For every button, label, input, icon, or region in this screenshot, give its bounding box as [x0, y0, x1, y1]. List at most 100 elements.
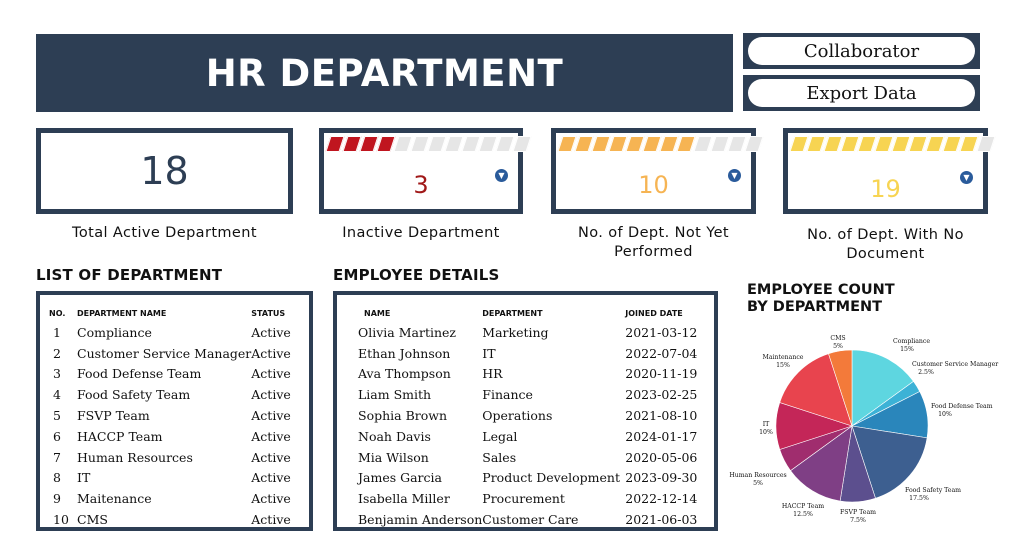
slice-name-label: Human Resources	[729, 472, 786, 479]
meter-segment-empty	[444, 136, 464, 152]
kpi-label: No. of Dept. With No Document	[807, 227, 964, 262]
kpi-card-no-document: ▼ 19	[783, 128, 996, 214]
slice-name-label: Food Defense Team	[931, 403, 993, 410]
chevron-down-icon[interactable]: ▼	[728, 169, 741, 182]
kpi-card-not-performed: ▼ 10	[551, 128, 764, 214]
progress-meter	[557, 136, 764, 152]
pie-slice-cms[interactable]	[828, 349, 853, 427]
table-row[interactable]: Sophia Brown Operations 2021-08-10	[354, 405, 714, 426]
table-row[interactable]: 8 IT Active	[49, 468, 309, 489]
slice-name-label: Compliance	[893, 338, 930, 345]
slice-percent-label: 10%	[938, 411, 952, 418]
table-row[interactable]: 3 Food Defense Team Active	[49, 364, 309, 385]
cell-number: 5	[53, 408, 61, 424]
table-row[interactable]: Ethan Johnson IT 2022-07-04	[354, 343, 714, 364]
cell-department: Operations	[482, 408, 553, 424]
cell-department-name: CMS	[77, 512, 108, 528]
cell-status: Active	[251, 408, 291, 424]
cell-department-name: Compliance	[77, 324, 152, 340]
slice-name-label: HACCP Team	[782, 503, 824, 510]
cell-number: 8	[53, 470, 61, 486]
employee-details-title: EMPLOYEE DETAILS	[333, 266, 500, 284]
meter-segment-filled	[925, 136, 945, 152]
chevron-down-icon[interactable]: ▼	[960, 171, 973, 184]
table-row[interactable]: 2 Customer Service Manager Active	[49, 343, 309, 364]
table-row[interactable]: Isabella Miller Procurement 2022-12-14	[354, 488, 714, 509]
table-row[interactable]: Mia Wilson Sales 2020-05-06	[354, 447, 714, 468]
meter-segment-filled	[659, 136, 679, 152]
meter-segment-empty	[976, 136, 996, 152]
column-header-name: NAME	[364, 308, 391, 318]
meter-segment-empty	[693, 136, 713, 152]
cell-department-name: Food Defense Team	[77, 366, 202, 382]
meter-segment-empty	[427, 136, 447, 152]
meter-segment-filled	[891, 136, 911, 152]
cell-department-name: Maitenance	[77, 491, 152, 507]
table-row[interactable]: 6 HACCP Team Active	[49, 426, 309, 447]
table-row[interactable]: Ava Thompson HR 2020-11-19	[354, 364, 714, 385]
table-row[interactable]: 1 Compliance Active	[49, 322, 309, 343]
cell-status: Active	[251, 428, 291, 444]
cell-status: Active	[251, 366, 291, 382]
table-row[interactable]: Olivia Martinez Marketing 2021-03-12	[354, 322, 714, 343]
meter-segment-filled	[942, 136, 962, 152]
chevron-down-icon[interactable]: ▼	[495, 169, 508, 182]
slice-name-label: FSVP Team	[840, 509, 876, 516]
export-data-button[interactable]: Export Data	[748, 79, 975, 107]
table-header-row: NAME DEPARTMENT JOINED DATE	[354, 304, 714, 322]
cell-department: Sales	[482, 449, 517, 465]
table-row[interactable]: Benjamin Anderson Customer Care 2021-06-03	[354, 509, 714, 530]
pie-slice-compliance[interactable]	[851, 349, 914, 427]
cell-department-name: IT	[77, 470, 91, 486]
cell-department: Customer Care	[482, 512, 579, 528]
pie-slice-maintenance[interactable]	[779, 353, 853, 427]
meter-segment-filled	[574, 136, 594, 152]
progress-meter	[325, 136, 532, 152]
table-row[interactable]: 4 Food Safety Team Active	[49, 384, 309, 405]
export-button-frame: Export Data	[743, 75, 980, 111]
column-header-department: DEPARTMENT	[482, 308, 543, 318]
cell-status: Active	[251, 387, 291, 403]
table-row[interactable]: Noah Davis Legal 2024-01-17	[354, 426, 714, 447]
meter-segment-empty	[478, 136, 498, 152]
table-row[interactable]: James Garcia Product Development 2023-09-3…	[354, 468, 714, 489]
cell-number: 9	[53, 491, 61, 507]
cell-employee-name: Liam Smith	[358, 387, 432, 403]
slice-percent-label: 5%	[833, 343, 843, 350]
cell-status: Active	[251, 491, 291, 507]
table-row[interactable]: 5 FSVP Team Active	[49, 405, 309, 426]
meter-segment-filled	[908, 136, 928, 152]
cell-employee-name: James Garcia	[358, 470, 442, 486]
collaborator-button-frame: Collaborator	[743, 33, 980, 69]
department-table-panel: NO. DEPARTMENT NAME STATUS 1 Compliance Ac…	[36, 291, 313, 531]
table-row[interactable]: 9 Maitenance Active	[49, 488, 309, 509]
meter-segment-filled	[557, 136, 577, 152]
meter-segment-filled	[325, 136, 345, 152]
kpi-value: 19	[870, 175, 901, 203]
cell-employee-name: Sophia Brown	[358, 408, 448, 424]
cell-joined-date: 2022-07-04	[625, 345, 698, 361]
meter-segment-filled	[874, 136, 894, 152]
table-row[interactable]: 10 CMS Active	[49, 509, 309, 530]
slice-percent-label: 2.5%	[918, 369, 934, 376]
pie-slice-food-safety-team[interactable]	[851, 425, 928, 499]
meter-segment-filled	[676, 136, 696, 152]
cell-number: 10	[53, 512, 69, 528]
kpi-value: 18	[140, 149, 189, 193]
kpi-label: Inactive Department	[342, 225, 500, 241]
meter-segment-empty	[393, 136, 413, 152]
meter-segment-empty	[710, 136, 730, 152]
collaborator-button[interactable]: Collaborator	[748, 37, 975, 65]
slice-percent-label: 17.5%	[909, 495, 929, 502]
slice-percent-label: 15%	[776, 362, 790, 369]
cell-department-name: Customer Service Manager	[77, 345, 252, 361]
pie-slice-haccp-team[interactable]	[790, 425, 853, 502]
meter-segment-filled	[642, 136, 662, 152]
chart-title: EMPLOYEE COUNT BY DEPARTMENT	[747, 282, 895, 315]
column-header-status: STATUS	[251, 308, 286, 318]
table-row[interactable]: 7 Human Resources Active	[49, 447, 309, 468]
table-row[interactable]: Liam Smith Finance 2023-02-25	[354, 384, 714, 405]
meter-segment-empty	[512, 136, 532, 152]
kpi-label: No. of Dept. Not Yet Performed	[577, 225, 729, 260]
